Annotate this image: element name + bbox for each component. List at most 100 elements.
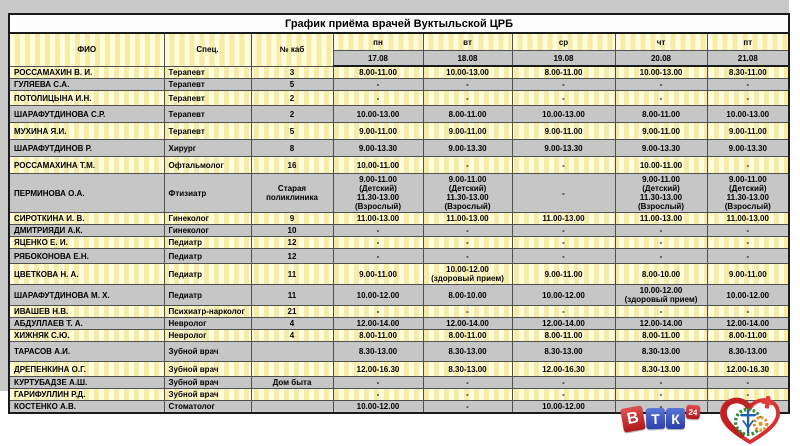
schedule-cell-thursday: 12.00-14.00 [614, 317, 708, 330]
schedule-cell-monday: 10.00-12.00 [332, 284, 424, 306]
schedule-cell-friday: - [706, 78, 790, 91]
schedule-cell-monday: 10.00-12.00 [332, 400, 424, 414]
schedule-cell-friday: 12.00-14.00 [706, 317, 790, 330]
doctor-name: ЦВЕТКОВА Н. А. [8, 263, 165, 285]
medical-staff-icon [740, 409, 756, 434]
schedule-cell-monday: - [332, 305, 424, 318]
schedule-cell-monday: - [332, 90, 424, 106]
schedule-cell-monday: - [332, 376, 424, 389]
doctor-specialty: Гинеколог [163, 212, 252, 225]
schedule-cell-monday: 9.00-13.30 [332, 139, 424, 157]
room-number: 4 [250, 317, 334, 330]
table-row: ШАРАФУТДИНОВ Р. Хирург 8 9.00-13.30 9.00… [8, 139, 790, 157]
room-number: 11 [250, 263, 334, 285]
schedule-cell-friday: 10.00-13.00 [706, 105, 790, 123]
schedule-cell-wednesday: - [511, 173, 616, 213]
room-number: 16 [250, 156, 334, 174]
doctor-name: ЯЦЕНКО Е. И. [8, 236, 165, 249]
room-number: 10 [250, 224, 334, 237]
doctor-name: МУХИНА Я.И. [8, 122, 165, 140]
doctor-specialty: Терапевт [163, 122, 252, 140]
room-number: 5 [250, 122, 334, 140]
doctor-name: ГАРИФУЛЛИН Р.Д. [8, 388, 165, 401]
room-number: 4 [250, 329, 334, 342]
schedule-cell-thursday: 8.00-11.00 [614, 105, 708, 123]
schedule-cell-monday: 9.00-11.00 (Детский) 11.30-13.00 (Взросл… [332, 173, 424, 213]
table-row: ДРЕПЕНКИНА О.Г. Зубной врач 12.00-16.30 … [8, 361, 790, 377]
room-number: 2 [250, 90, 334, 106]
schedule-cell-thursday: - [614, 388, 708, 401]
schedule-cell-tuesday: - [422, 156, 513, 174]
schedule-cell-monday: 9.00-11.00 [332, 122, 424, 140]
room-number: 5 [250, 78, 334, 91]
table-row: РОССАМАХИНА Т.М. Офтальмолог 16 10.00-11… [8, 156, 790, 174]
schedule-cell-thursday: 9.00-13.30 [614, 139, 708, 157]
date-tuesday: 18.08 [422, 50, 513, 67]
column-header-monday: пн [332, 32, 424, 51]
schedule-cell-monday: - [332, 388, 424, 401]
doctor-specialty: Невролог [163, 329, 252, 342]
table-row: ПЕРМИНОВА О.А. Фтизиатр Старая поликлини… [8, 173, 790, 213]
doctor-specialty: Гинеколог [163, 224, 252, 237]
vtk-badge-24: 24 [685, 404, 701, 420]
schedule-cell-wednesday: - [511, 388, 616, 401]
room-number: 2 [250, 105, 334, 123]
date-thursday: 20.08 [614, 50, 708, 67]
table-row: ДМИТРИЯДИ А.К. Гинеколог 10 - - - - - [8, 224, 790, 237]
schedule-cell-monday: 8.00-11.00 [332, 65, 424, 79]
room-number: 3 [250, 65, 334, 79]
doctor-name: ШАРАФУТДИНОВА С.Р. [8, 105, 165, 123]
table-row: ШАРАФУТДИНОВА С.Р. Терапевт 2 10.00-13.0… [8, 105, 790, 123]
schedule-body: РОССАМАХИН В. И. Терапевт 3 8.00-11.00 1… [8, 65, 790, 414]
schedule-cell-thursday: 10.00-13.00 [614, 65, 708, 79]
vtk-tile-t: Т [645, 407, 666, 430]
schedule-cell-tuesday: 12.00-14.00 [422, 317, 513, 330]
doctor-name: ТАРАСОВ А.И. [8, 341, 165, 362]
doctor-specialty: Педиатр [163, 284, 252, 306]
schedule-cell-friday: 9.00-11.00 [706, 122, 790, 140]
schedule-cell-thursday: - [614, 90, 708, 106]
table-row: ХИЖНЯК С.Ю. Невролог 4 8.00-11.00 8.00-1… [8, 329, 790, 342]
heart-left-lobe [721, 397, 751, 439]
schedule-cell-tuesday: - [422, 236, 513, 249]
column-header-thursday: чт [614, 32, 708, 51]
table-row: РОССАМАХИН В. И. Терапевт 3 8.00-11.00 1… [8, 65, 790, 79]
doctor-name: ДРЕПЕНКИНА О.Г. [8, 361, 165, 377]
room-number [250, 341, 334, 362]
schedule-cell-friday: 9.00-11.00 (Детский) 11.30-13.00 (Взросл… [706, 173, 790, 213]
schedule-cell-thursday: - [614, 78, 708, 91]
table-row: СИРОТКИНА И. В. Гинеколог 9 11.00-13.00 … [8, 212, 790, 225]
table-row: ТАРАСОВ А.И. Зубной врач 8.30-13.00 8.30… [8, 341, 790, 362]
schedule-cell-monday: 9.00-11.00 [332, 263, 424, 285]
doctor-name: АБДУЛЛАЕВ Т. А. [8, 317, 165, 330]
doctor-name: ПЕРМИНОВА О.А. [8, 173, 165, 213]
table-row: ГУЛЯЕВА С.А. Терапевт 5 - - - - - [8, 78, 790, 91]
schedule-cell-tuesday: - [422, 78, 513, 91]
schedule-cell-thursday: - [614, 376, 708, 389]
schedule-cell-tuesday: 8.00-11.00 [422, 329, 513, 342]
schedule-cell-wednesday: - [511, 78, 616, 91]
column-header-room: № каб [250, 32, 334, 67]
schedule-cell-wednesday: - [511, 376, 616, 389]
schedule-cell-friday: 10.00-12.00 [706, 284, 790, 306]
vtk-tile-k: К [666, 408, 685, 429]
schedule-cell-wednesday: - [511, 156, 616, 174]
schedule-cell-tuesday: 11.00-13.00 [422, 212, 513, 225]
vtk24-logo: В Т К 24 [620, 399, 701, 441]
table-row: ИВАШЕВ Н.В. Психиатр-нарколог 21 - - - -… [8, 305, 790, 318]
doctor-schedule-table: График приёма врачей Вуктыльской ЦРБ ФИО… [8, 13, 791, 414]
schedule-cell-wednesday: - [511, 305, 616, 318]
schedule-cell-wednesday: 12.00-16.30 [511, 361, 616, 377]
doctor-specialty: Педиатр [163, 263, 252, 285]
schedule-cell-thursday: - [614, 305, 708, 318]
schedule-cell-friday: 9.00-11.00 [706, 263, 790, 285]
schedule-cell-tuesday: - [422, 90, 513, 106]
schedule-cell-tuesday: - [422, 248, 513, 264]
schedule-cell-friday: - [706, 156, 790, 174]
schedule-cell-wednesday: - [511, 236, 616, 249]
schedule-cell-monday: - [332, 248, 424, 264]
doctor-name: ДМИТРИЯДИ А.К. [8, 224, 165, 237]
table-row: РЯБОКОНОВА Е.Н. Педиатр 12 - - - - - [8, 248, 790, 264]
schedule-cell-friday: - [706, 224, 790, 237]
doctor-specialty: Терапевт [163, 105, 252, 123]
